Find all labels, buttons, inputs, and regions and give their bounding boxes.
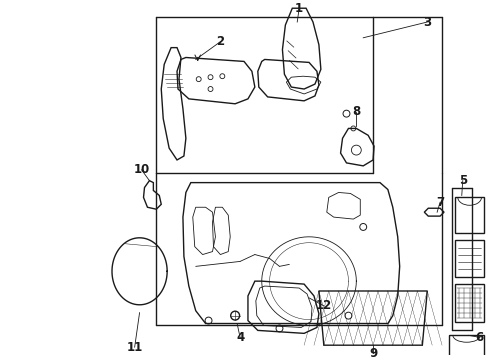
Text: 8: 8 bbox=[352, 105, 361, 118]
Text: 5: 5 bbox=[459, 174, 467, 187]
Text: 12: 12 bbox=[316, 299, 332, 312]
Text: 3: 3 bbox=[423, 15, 431, 28]
Text: 11: 11 bbox=[126, 341, 143, 354]
Text: 1: 1 bbox=[295, 2, 303, 15]
Text: 9: 9 bbox=[369, 347, 377, 360]
Text: 10: 10 bbox=[133, 163, 149, 176]
Text: 4: 4 bbox=[236, 331, 244, 344]
Text: 6: 6 bbox=[475, 331, 484, 344]
Text: 7: 7 bbox=[436, 196, 444, 209]
Text: 2: 2 bbox=[216, 35, 224, 48]
